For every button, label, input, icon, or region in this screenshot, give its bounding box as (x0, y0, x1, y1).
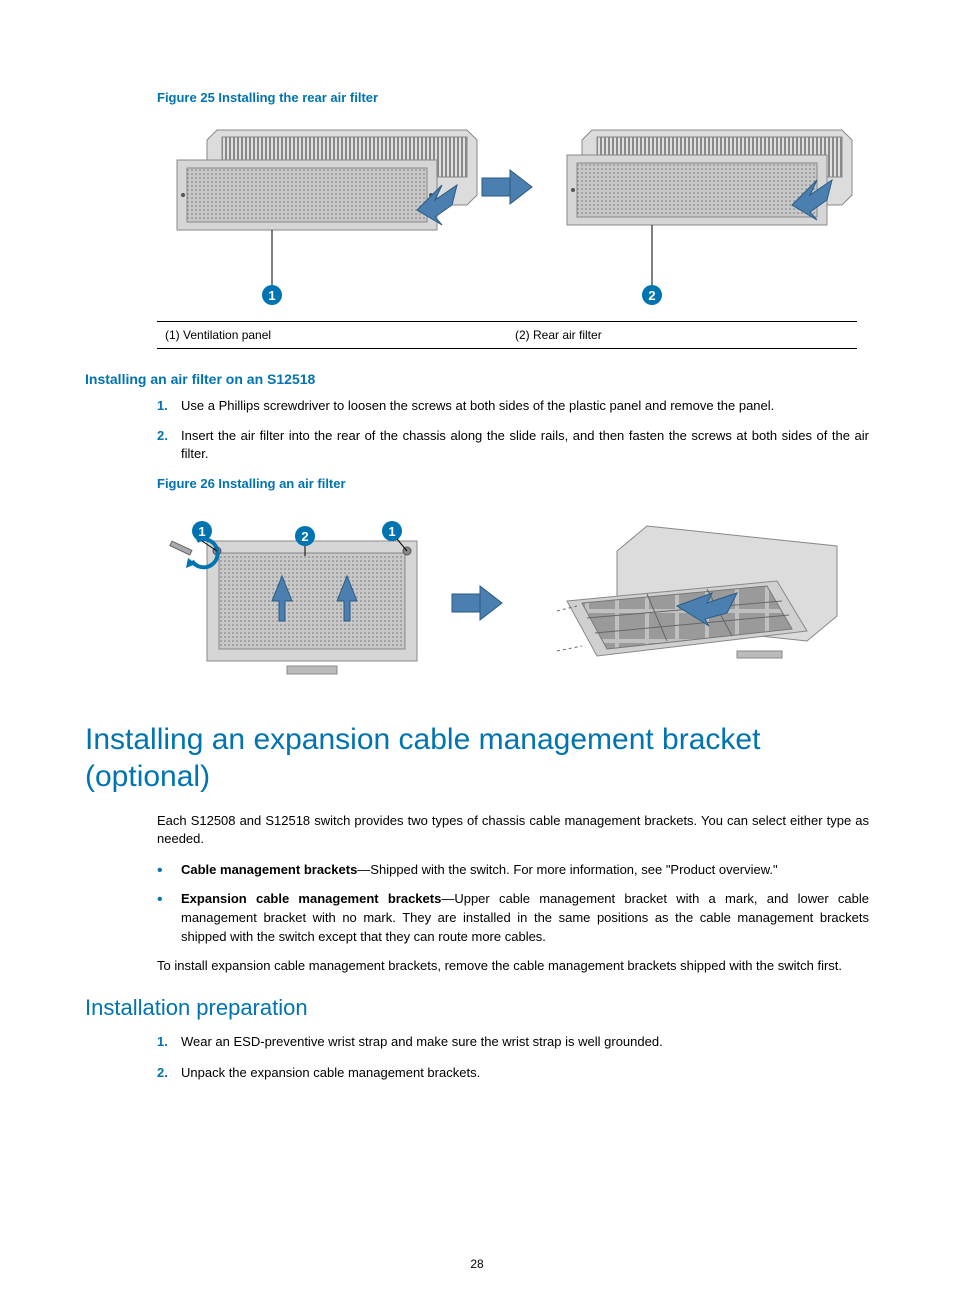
svg-text:1: 1 (388, 524, 395, 539)
step-text: Unpack the expansion cable management br… (181, 1064, 869, 1082)
bullet-text: Cable management brackets—Shipped with t… (181, 861, 869, 880)
svg-text:1: 1 (198, 524, 205, 539)
figure-26-caption: Figure 26 Installing an air filter (157, 476, 869, 491)
callout-1: 1 (262, 285, 282, 305)
step-number: 1. (157, 397, 181, 415)
step-number: 2. (157, 1064, 181, 1082)
step-number: 1. (157, 1033, 181, 1051)
callout-2: 2 (642, 285, 662, 305)
figure-25-caption: Figure 25 Installing the rear air filter (157, 90, 869, 105)
bullet-dot: • (157, 890, 181, 947)
figure-26-diagram: 1 2 1 (157, 501, 869, 691)
svg-text:2: 2 (301, 529, 308, 544)
section-title-expansion-bracket: Installing an expansion cable management… (85, 721, 869, 796)
note-paragraph: To install expansion cable management br… (157, 957, 869, 976)
legend-cell: (1) Ventilation panel (157, 326, 507, 344)
step-text: Insert the air filter into the rear of t… (181, 427, 869, 463)
sub-heading-s12518: Installing an air filter on an S12518 (85, 371, 869, 387)
step-number: 2. (157, 427, 181, 463)
bullet-text: Expansion cable management brackets—Uppe… (181, 890, 869, 947)
step-text: Wear an ESD-preventive wrist strap and m… (181, 1033, 869, 1051)
legend-cell: (2) Rear air filter (507, 326, 857, 344)
intro-paragraph: Each S12508 and S12518 switch provides t… (157, 812, 869, 850)
install-steps-list: 1.Use a Phillips screwdriver to loosen t… (157, 397, 869, 464)
step-text: Use a Phillips screwdriver to loosen the… (181, 397, 869, 415)
svg-text:2: 2 (648, 288, 655, 303)
bullet-dot: • (157, 861, 181, 880)
bracket-types-list: • Cable management brackets—Shipped with… (157, 861, 869, 946)
svg-text:1: 1 (268, 288, 275, 303)
prep-steps-list: 1.Wear an ESD-preventive wrist strap and… (157, 1033, 869, 1081)
figure-25-diagram: 1 2 (157, 115, 869, 315)
figure-25-legend: (1) Ventilation panel (2) Rear air filte… (157, 321, 857, 349)
section-title-preparation: Installation preparation (85, 995, 869, 1021)
page-number: 28 (0, 1257, 954, 1271)
